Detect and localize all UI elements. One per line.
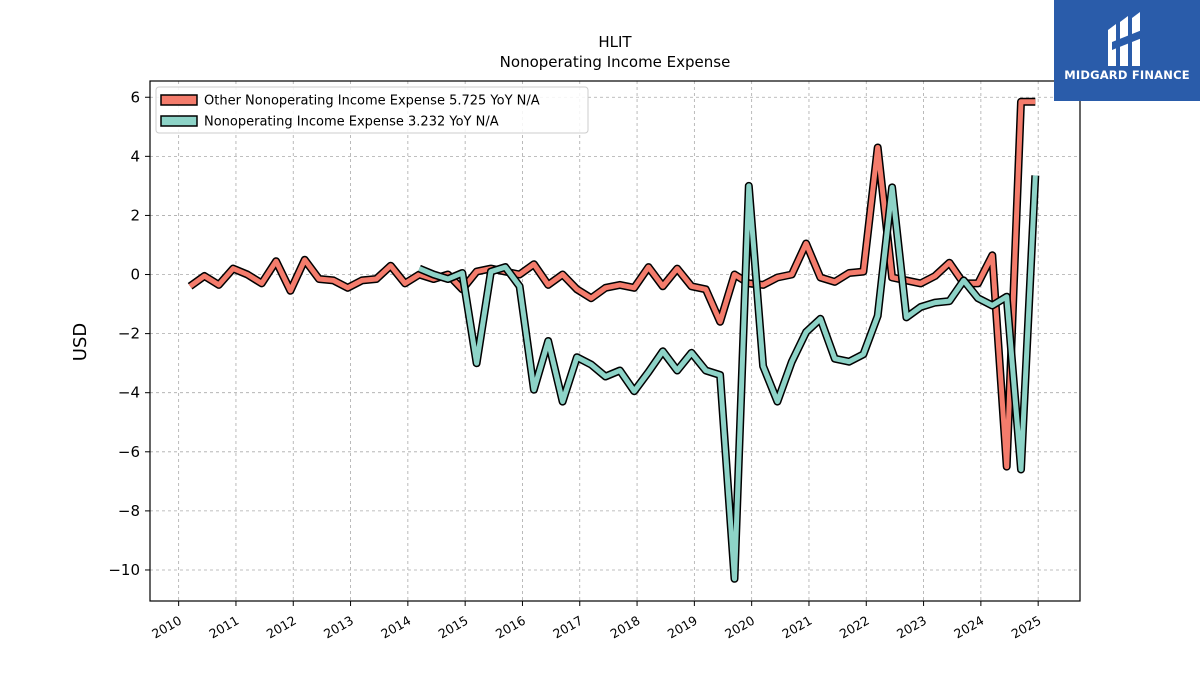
legend: Other Nonoperating Income Expense 5.725 … xyxy=(155,86,589,134)
y-tick-label: 6 xyxy=(130,88,140,106)
x-tick-label: 2014 xyxy=(378,613,413,642)
x-tick-label: 2022 xyxy=(837,613,872,642)
legend-label: Other Nonoperating Income Expense 5.725 … xyxy=(204,94,540,109)
series-line-outline xyxy=(417,175,1040,583)
x-tick-label: 2010 xyxy=(149,613,184,642)
legend-swatch xyxy=(160,94,198,106)
x-tick-label: 2025 xyxy=(1009,613,1044,642)
x-tick-label: 2016 xyxy=(493,613,528,642)
y-tick-label: 2 xyxy=(130,206,140,224)
brand-name: MIDGARD FINANCE xyxy=(1064,68,1190,82)
legend-swatch xyxy=(160,115,198,127)
x-tick-label: 2015 xyxy=(436,613,471,642)
x-tick-label: 2017 xyxy=(550,613,585,642)
series-2 xyxy=(417,175,1040,583)
x-tick-label: 2024 xyxy=(951,613,986,642)
brand-mark-icon xyxy=(1108,12,1142,66)
x-tick-label: 2013 xyxy=(321,613,356,642)
y-tick-label: −10 xyxy=(108,561,140,579)
y-tick-label: 4 xyxy=(130,147,140,165)
chart-subtitle: Nonoperating Income Expense xyxy=(500,53,731,71)
chart-title: HLIT xyxy=(598,33,632,51)
x-tick-label: 2012 xyxy=(264,613,299,642)
grid xyxy=(150,81,1080,601)
series-line xyxy=(418,175,1038,582)
y-axis: −10 −8 −6 −4 −2 0 2 4 6 xyxy=(108,88,150,579)
legend-label: Nonoperating Income Expense 3.232 YoY N/… xyxy=(204,115,499,130)
y-axis-label: USD xyxy=(70,323,91,361)
x-tick-label: 2018 xyxy=(608,613,643,642)
x-tick-label: 2011 xyxy=(206,613,241,642)
series-lines xyxy=(187,97,1040,583)
series-line xyxy=(188,99,1036,470)
legend-box xyxy=(155,86,589,134)
x-tick-label: 2023 xyxy=(894,613,929,642)
y-tick-label: −2 xyxy=(118,325,140,343)
y-tick-label: 0 xyxy=(130,266,140,284)
x-tick-label: 2020 xyxy=(722,613,757,642)
y-tick-label: −6 xyxy=(118,443,140,461)
y-tick-label: −8 xyxy=(118,502,140,520)
x-tick-label: 2019 xyxy=(665,613,700,642)
series-1 xyxy=(187,97,1036,471)
x-axis: 2010 2011 2012 2013 2014 2015 2016 2017 2018 2019… xyxy=(149,601,1044,642)
brand-logo: MIDGARD FINANCE xyxy=(1054,0,1200,101)
y-tick-label: −4 xyxy=(118,384,140,402)
plot-frame xyxy=(149,80,1081,602)
x-tick-label: 2021 xyxy=(779,613,814,642)
